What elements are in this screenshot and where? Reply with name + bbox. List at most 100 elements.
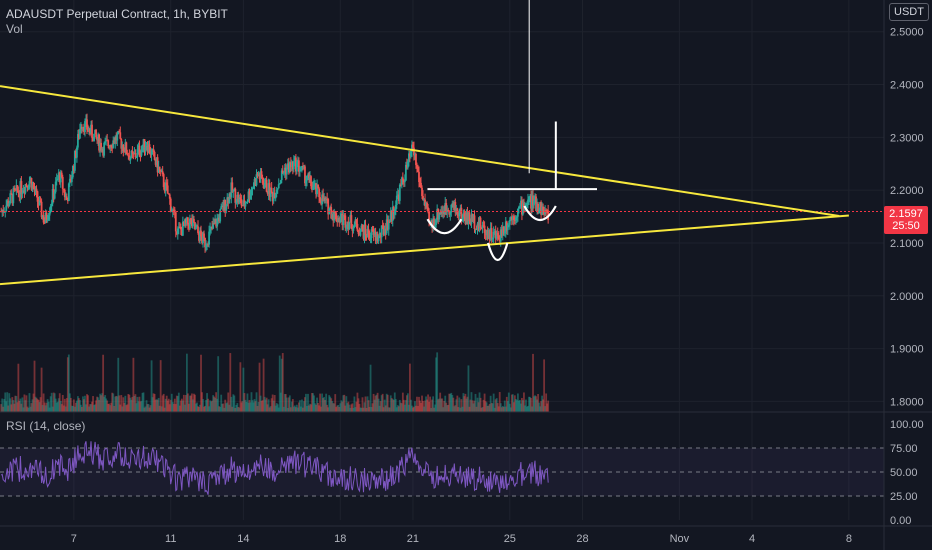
volume-bar: [446, 405, 449, 412]
currency-badge[interactable]: USDT: [889, 3, 929, 21]
candle-body: [508, 219, 511, 225]
candle-body: [236, 194, 239, 203]
volume-bar: [43, 402, 46, 412]
candle-body: [150, 150, 153, 156]
candle-body: [244, 202, 247, 207]
volume-bar: [532, 353, 534, 412]
candle-body: [39, 200, 42, 202]
time-axis[interactable]: 7 11 14 18 21 25 28 Nov 4 8: [0, 525, 932, 545]
volume-bar: [224, 399, 227, 412]
candle-body: [223, 199, 226, 211]
candle-body: [468, 212, 471, 222]
candle-body: [408, 153, 410, 162]
candle-body: [134, 153, 137, 158]
volume-bar: [413, 406, 415, 412]
volume-bar: [201, 392, 203, 412]
candle-body: [506, 225, 509, 231]
candle-body: [47, 215, 50, 220]
candle-body: [185, 217, 188, 223]
volume-bar: [106, 400, 109, 412]
volume-bar: [393, 392, 396, 412]
candle-body: [536, 203, 538, 211]
volume-bar: [493, 407, 496, 412]
candle-body: [50, 203, 53, 207]
volume-bar: [455, 399, 458, 412]
volume-bar: [375, 394, 378, 412]
volume-bar: [334, 394, 337, 412]
candle-body: [510, 217, 513, 220]
candle-body: [448, 211, 451, 215]
volume-bar: [48, 407, 51, 412]
volume-bar: [70, 405, 73, 412]
candle-body: [54, 181, 57, 192]
candle-body: [472, 215, 475, 222]
price-axis[interactable]: 2.5000 2.4000 2.3000 2.2000 2.1000 2.0000 1.90…: [883, 0, 924, 550]
volume-bar: [277, 407, 280, 412]
volume-bar: [490, 402, 493, 412]
candle-body: [467, 212, 470, 224]
candle-body: [20, 181, 23, 194]
candle-body: [515, 216, 518, 218]
candle-body: [415, 153, 417, 166]
volume-bar: [486, 406, 489, 412]
candle-body: [278, 183, 281, 185]
volume-bar: [352, 407, 355, 412]
candle-body: [348, 222, 351, 230]
candle-body: [182, 221, 185, 226]
candle-body: [62, 189, 65, 191]
volume-bar: [501, 405, 504, 412]
candle-body: [6, 200, 9, 206]
candle-body: [158, 166, 161, 171]
candle-body: [189, 218, 191, 229]
candle-body: [81, 127, 83, 129]
candle-body: [334, 211, 337, 214]
volume-bar: [39, 397, 42, 412]
candle-body: [418, 171, 420, 183]
candle-body: [483, 225, 486, 233]
candle-body: [477, 223, 480, 227]
volume-bar: [132, 357, 135, 412]
candle-body: [143, 139, 146, 151]
candle-body: [363, 224, 366, 239]
volume-bar: [133, 395, 136, 412]
candle-body: [490, 228, 493, 240]
volume-bar: [167, 398, 170, 412]
volume-bar: [290, 401, 293, 412]
volume-bar: [55, 402, 58, 412]
volume-bar: [333, 403, 336, 412]
candle-body: [397, 194, 400, 201]
trend-drawings[interactable]: [0, 0, 849, 286]
candle-body: [318, 188, 320, 198]
candle-body: [465, 212, 468, 225]
volume-bar: [441, 398, 444, 412]
volume-bar: [115, 395, 118, 412]
volume-bar: [254, 401, 257, 412]
candle-body: [342, 215, 345, 226]
candle-body: [388, 221, 391, 223]
candle-body: [103, 142, 106, 156]
candle-body: [13, 188, 16, 190]
volume-bar: [303, 401, 305, 412]
candle-body: [277, 184, 280, 189]
volume-bar: [471, 400, 474, 412]
volume-bar: [391, 399, 394, 412]
candle-body: [538, 211, 540, 214]
volume-bar: [466, 396, 469, 412]
volume-bar: [57, 398, 60, 412]
candle-body: [302, 165, 304, 167]
candle-body: [229, 193, 232, 198]
candle-body: [504, 221, 507, 232]
volume-bar: [21, 397, 24, 412]
candle-body: [100, 142, 103, 151]
volume-bars: [0, 352, 550, 412]
volume-bar: [335, 407, 338, 412]
volume-bar: [341, 401, 344, 412]
volume-bar: [464, 393, 467, 412]
candle-body: [497, 235, 500, 240]
candle-body: [444, 203, 447, 215]
candle-body: [471, 214, 474, 222]
volume-bar: [37, 399, 40, 412]
volume-bar: [424, 400, 426, 412]
volume-bar: [137, 401, 140, 412]
